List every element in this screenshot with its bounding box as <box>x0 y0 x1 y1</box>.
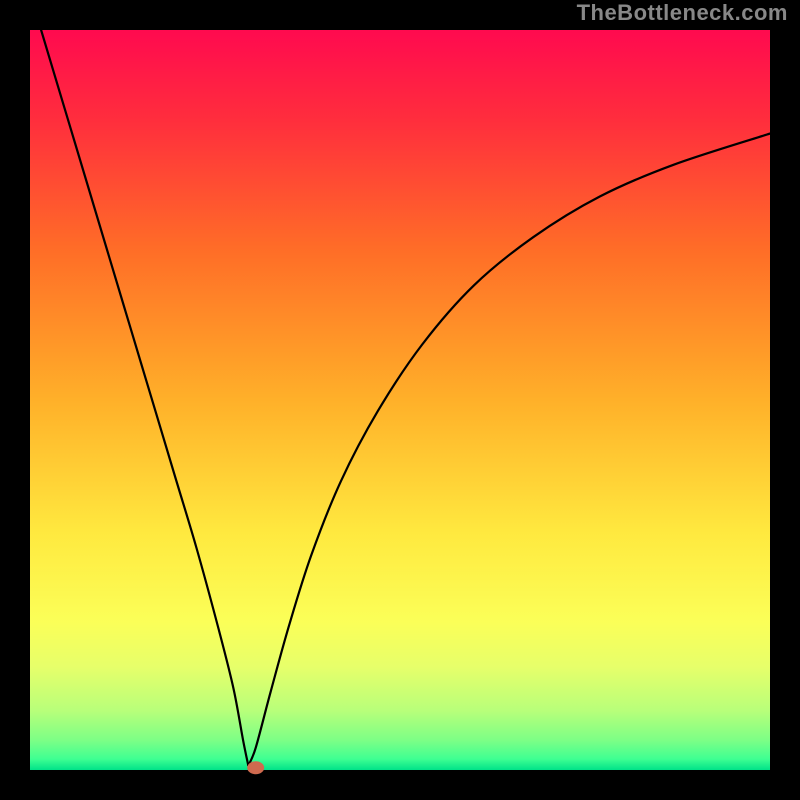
chart-root: TheBottleneck.com <box>0 0 800 800</box>
minimum-marker <box>248 762 264 774</box>
plot-background-gradient <box>30 30 770 770</box>
bottleneck-plot <box>0 0 800 800</box>
watermark-text: TheBottleneck.com <box>577 0 788 26</box>
